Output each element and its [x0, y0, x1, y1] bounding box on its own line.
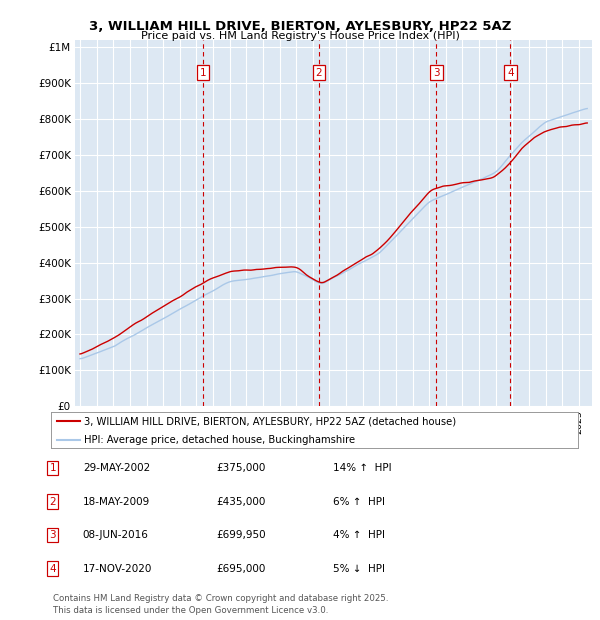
Text: Contains HM Land Registry data © Crown copyright and database right 2025.
This d: Contains HM Land Registry data © Crown c…: [53, 594, 388, 615]
Text: 4% ↑  HPI: 4% ↑ HPI: [333, 530, 385, 540]
Text: 3, WILLIAM HILL DRIVE, BIERTON, AYLESBURY, HP22 5AZ: 3, WILLIAM HILL DRIVE, BIERTON, AYLESBUR…: [89, 20, 511, 33]
Text: 14% ↑  HPI: 14% ↑ HPI: [333, 463, 392, 473]
Text: 3: 3: [49, 530, 56, 540]
Text: 1: 1: [200, 68, 206, 78]
Text: 2: 2: [49, 497, 56, 507]
Text: 3: 3: [433, 68, 440, 78]
Text: 2: 2: [316, 68, 322, 78]
Text: 17-NOV-2020: 17-NOV-2020: [83, 564, 152, 574]
Text: 3, WILLIAM HILL DRIVE, BIERTON, AYLESBURY, HP22 5AZ (detached house): 3, WILLIAM HILL DRIVE, BIERTON, AYLESBUR…: [83, 417, 456, 427]
Text: 29-MAY-2002: 29-MAY-2002: [83, 463, 150, 473]
Text: £375,000: £375,000: [216, 463, 265, 473]
Text: HPI: Average price, detached house, Buckinghamshire: HPI: Average price, detached house, Buck…: [83, 435, 355, 445]
Text: 4: 4: [49, 564, 56, 574]
Text: Price paid vs. HM Land Registry's House Price Index (HPI): Price paid vs. HM Land Registry's House …: [140, 31, 460, 41]
Text: 5% ↓  HPI: 5% ↓ HPI: [333, 564, 385, 574]
Text: 1: 1: [49, 463, 56, 473]
Text: £699,950: £699,950: [216, 530, 266, 540]
Text: 6% ↑  HPI: 6% ↑ HPI: [333, 497, 385, 507]
Text: £435,000: £435,000: [216, 497, 265, 507]
Text: 18-MAY-2009: 18-MAY-2009: [83, 497, 150, 507]
Text: 4: 4: [507, 68, 514, 78]
Text: 08-JUN-2016: 08-JUN-2016: [83, 530, 149, 540]
Text: £695,000: £695,000: [216, 564, 265, 574]
